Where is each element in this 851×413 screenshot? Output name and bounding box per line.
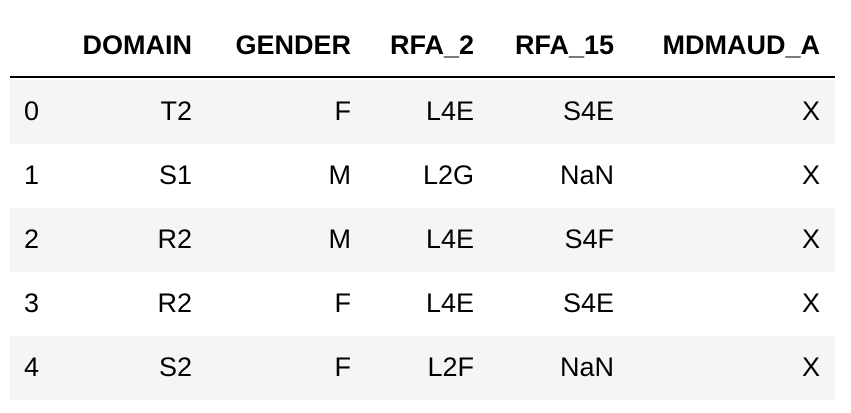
- row-background: [10, 208, 835, 272]
- row-background: [10, 80, 835, 144]
- table-cell: X: [801, 288, 820, 318]
- table-cell: L4E: [425, 288, 474, 318]
- row-index: 1: [24, 160, 40, 190]
- table-cell: R2: [157, 288, 192, 318]
- table-cell: T2: [160, 96, 192, 126]
- table-cell: S4E: [562, 288, 614, 318]
- table-cell: X: [801, 224, 820, 254]
- row-index: 2: [24, 224, 40, 254]
- table-cell: L4E: [425, 96, 474, 126]
- table-cell: S2: [158, 352, 192, 382]
- column-header: GENDER: [235, 30, 351, 60]
- row-index: 4: [24, 352, 40, 382]
- column-header: RFA_2: [389, 30, 474, 60]
- table-cell: M: [328, 160, 352, 190]
- column-header: DOMAIN: [82, 30, 193, 60]
- row-index: 3: [24, 288, 40, 318]
- table-cell: F: [334, 96, 352, 126]
- table-cell: X: [801, 352, 820, 382]
- header-rule: [10, 76, 835, 78]
- table-cell: F: [334, 288, 352, 318]
- column-header: MDMAUD_A: [662, 30, 821, 60]
- table-cell: L2F: [427, 352, 474, 382]
- table-cell: F: [334, 352, 352, 382]
- table-cell: S1: [158, 160, 192, 190]
- table-cell: R2: [157, 224, 192, 254]
- table-cell: NaN: [559, 160, 614, 190]
- column-header: RFA_15: [514, 30, 614, 60]
- table-cell: L4E: [425, 224, 474, 254]
- row-background: [10, 336, 835, 400]
- table-cell: X: [801, 96, 820, 126]
- table-cell: L2G: [422, 160, 474, 190]
- table-cell: M: [328, 224, 352, 254]
- table-cell: X: [801, 160, 820, 190]
- table-cell: S4E: [562, 96, 614, 126]
- row-index: 0: [24, 96, 40, 126]
- table-cell: S4F: [564, 224, 614, 254]
- table-cell: NaN: [559, 352, 614, 382]
